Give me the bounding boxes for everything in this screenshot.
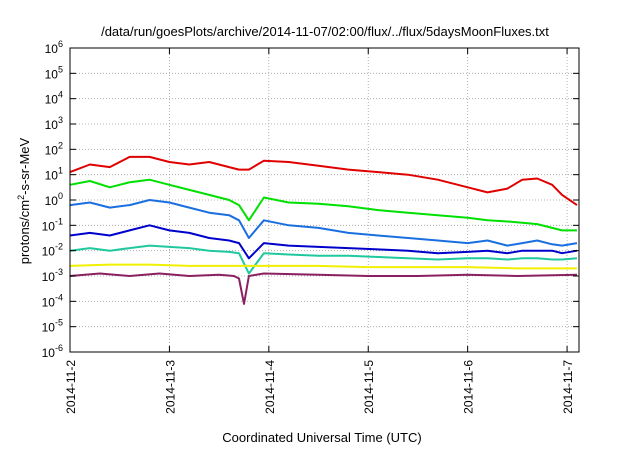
chart-title: /data/run/goesPlots/archive/2014-11-07/0… xyxy=(101,24,549,39)
x-tick-label: 2014-11-3 xyxy=(163,360,177,414)
x-tick-layer: 2014-11-2 2014-11-3 2014-11-4 2014-11-5 2014… xyxy=(64,48,575,414)
y-tick-label: 100 xyxy=(45,191,63,208)
y-tick-label: 101 xyxy=(45,166,63,183)
x-tick-label: 2014-11-6 xyxy=(462,360,476,414)
y-axis-label-rest: -s-sr-MeV xyxy=(17,137,32,194)
x-tick-label: 2014-11-4 xyxy=(263,360,277,414)
x-tick-label: 2014-11-5 xyxy=(362,360,376,414)
series-line-3 xyxy=(69,199,578,247)
series-line-5 xyxy=(69,244,578,275)
y-tick-label: 10-1 xyxy=(42,216,63,233)
y-tick-label: 10-6 xyxy=(42,343,63,360)
y-tick-label: 105 xyxy=(45,64,63,81)
y-tick-layer: 10-6 10-5 10-4 10-3 10-2 10-1 100 101 102 103 104 1… xyxy=(42,39,579,360)
series-line-4 xyxy=(69,224,578,260)
y-tick-label: 10-2 xyxy=(42,242,63,259)
y-tick-label: 103 xyxy=(45,115,63,132)
y-tick-label: 10-5 xyxy=(42,318,63,335)
y-tick-label: 10-4 xyxy=(42,292,63,309)
x-tick-label: 2014-11-7 xyxy=(561,360,575,414)
x-tick-label: 2014-11-2 xyxy=(64,360,78,414)
y-tick-label: 10-3 xyxy=(42,267,63,284)
y-axis-label-sup: 2 xyxy=(16,195,26,200)
series-line-6 xyxy=(69,263,577,270)
y-tick-label: 104 xyxy=(45,90,63,107)
y-axis-label-base: protons/cm xyxy=(17,200,32,264)
series-layer xyxy=(69,155,578,305)
series-line-7 xyxy=(69,272,578,305)
series-line-1 xyxy=(69,155,578,206)
series-line-2 xyxy=(69,178,577,232)
y-tick-label: 106 xyxy=(45,39,63,56)
y-axis-label: protons/cm2-s-sr-MeV xyxy=(16,137,32,264)
y-tick-label: 102 xyxy=(45,140,63,157)
x-axis-label: Coordinated Universal Time (UTC) xyxy=(222,430,421,445)
